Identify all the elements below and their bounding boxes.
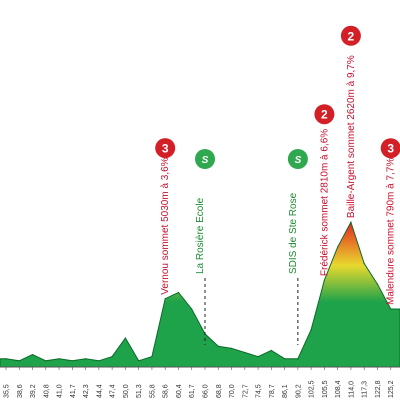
elevation-point (5, 358, 7, 360)
x-tick-label: 72,7 (242, 384, 249, 398)
x-tick-label: 68,8 (216, 384, 223, 398)
sprint-icon-text: S (202, 155, 209, 166)
elevation-point (230, 347, 233, 349)
x-tick-label: 60,4 (176, 384, 183, 398)
elevation-point (297, 358, 299, 360)
elevation-point (363, 262, 365, 265)
x-tick-label: 41,0 (57, 384, 64, 398)
elevation-point (323, 279, 325, 281)
elevation-point (390, 308, 392, 310)
elevation-point (270, 349, 272, 351)
elevation-point (85, 358, 87, 360)
x-tick-label: 105,5 (322, 380, 329, 398)
x-tick-label: 61,7 (189, 384, 196, 398)
climb-category-badge (155, 138, 176, 159)
sprint-icon-text: S (295, 155, 302, 166)
elevation-point (164, 298, 166, 300)
x-tick-label: 58,6 (163, 384, 170, 398)
elevation-point (191, 308, 193, 310)
x-tick-label: 51,3 (136, 384, 143, 398)
x-tick-label: 38,6 (17, 384, 24, 398)
climb-category-number: 2 (348, 29, 355, 43)
elevation-point (350, 221, 352, 223)
sprint-badge (195, 149, 215, 169)
elevation-point (45, 360, 47, 362)
x-tick-label: 90,2 (295, 384, 302, 398)
elevation-point (124, 337, 126, 339)
elevation-point (151, 356, 153, 358)
x-tick-label: 40,8 (43, 384, 50, 398)
sprint-label: SDIS de Ste Rose (288, 192, 299, 274)
elevation-point (71, 360, 73, 362)
elevation-point (284, 358, 286, 360)
x-tick-label: 114,0 (348, 381, 355, 398)
x-tick-label: 44,4 (96, 384, 103, 398)
x-tick-label: 125,2 (388, 380, 395, 398)
climb-category-number: 3 (387, 142, 394, 156)
elevation-point (58, 358, 60, 360)
elevation-point (177, 291, 180, 294)
x-tick-label: 70,0 (229, 384, 236, 398)
x-tick-label: 42,3 (83, 384, 90, 398)
elevation-point (337, 246, 339, 248)
elevation-point (18, 360, 20, 362)
elevation-point (257, 356, 259, 358)
elevation-point (217, 345, 219, 347)
x-tick-label: 66,0 (203, 384, 210, 398)
climb-category-badge (340, 25, 361, 46)
x-tick-label: 86,1 (282, 384, 289, 398)
climb-label: Frédérick sommet 2810m à 6,6% (319, 129, 330, 276)
climb-label: Vernou sommet 5030m à 3,6% (160, 157, 171, 294)
elevation-point (376, 283, 379, 285)
elevation-point (138, 360, 140, 362)
x-tick-label: 35,5 (4, 384, 11, 398)
x-tick-label: 122,8 (375, 380, 382, 398)
x-axis-group: 35,5 38,6 39,2 40,8 41,0 41,7 42,3 44,4 47,4 50,0… (0, 366, 400, 398)
x-tick-label: 47,4 (110, 384, 117, 398)
climb-category-badge (314, 104, 335, 125)
x-tick-label: 74,5 (256, 384, 263, 398)
x-tick-label: 39,2 (30, 384, 37, 398)
x-tick-label: 78,7 (269, 384, 276, 398)
x-tick-label: 108,4 (335, 380, 342, 398)
sprint-label: La Rosière Ecole (195, 197, 206, 274)
x-tick-label: 102,5 (309, 380, 316, 398)
elevation-point (111, 356, 113, 358)
elevation-point (31, 354, 34, 356)
climb-label: Malendure sommet 790m à 7,7% (386, 158, 397, 305)
sprint-badge (287, 149, 308, 169)
climb-category-badge (380, 138, 400, 159)
x-tick-label: 50,0 (123, 384, 130, 398)
x-tick-label: 117,3 (362, 381, 369, 398)
markers-group: Vernou sommet 5030m à 3,6%3 Frédérick som… (155, 25, 400, 345)
climb-category-number: 2 (321, 108, 328, 122)
elevation-point (98, 360, 100, 362)
x-tick-label: 55,8 (149, 384, 156, 398)
climb-category-number: 3 (162, 142, 169, 156)
elevation-point (244, 351, 246, 354)
climb-label: Baille-Argent sommet 2620m à 9,7% (346, 55, 357, 218)
x-tick-label: 41,7 (70, 384, 77, 398)
elevation-point (310, 329, 312, 331)
